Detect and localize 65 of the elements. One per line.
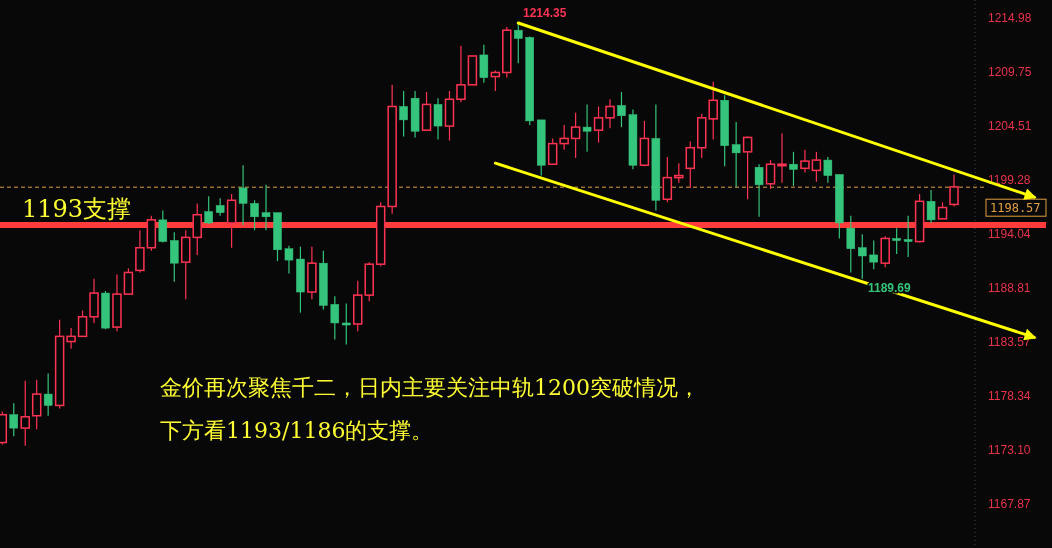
candlestick [617, 91, 626, 128]
candlestick [742, 135, 753, 200]
candlestick [342, 302, 351, 346]
y-tick-label: 1194.04 [988, 226, 1031, 241]
candlestick [892, 227, 901, 255]
candlestick [777, 132, 787, 184]
candlestick [605, 98, 615, 129]
annotation: 下方看1193/1186的支撑。 [160, 418, 434, 443]
candlestick [582, 103, 592, 153]
candlestick [261, 184, 271, 231]
candlestick [926, 189, 936, 224]
candlestick [789, 151, 798, 187]
candlestick [754, 163, 764, 218]
candlestick [284, 245, 294, 275]
annotation: 1214.35 [523, 6, 567, 20]
ref-line-label: 1198.57 [990, 201, 1041, 216]
candlestick [479, 44, 489, 84]
candlestick [135, 229, 145, 274]
candlestick [765, 159, 776, 190]
candlestick [330, 295, 340, 341]
candlestick [238, 164, 248, 226]
candlestick [226, 193, 237, 249]
candlestick [77, 310, 88, 338]
candlestick [731, 121, 741, 188]
candlestick [31, 379, 42, 430]
candlestick [903, 215, 913, 258]
y-tick-label: 1188.81 [988, 280, 1031, 295]
candlestick [399, 90, 408, 137]
candlestick [858, 233, 867, 280]
candlestick [662, 156, 673, 203]
candlestick [514, 23, 523, 64]
candlestick [170, 231, 179, 283]
y-tick-label: 1204.51 [988, 118, 1032, 133]
candlestick [593, 105, 604, 144]
candlestick [674, 162, 684, 184]
candlestick [708, 81, 718, 141]
candlestick [66, 327, 76, 350]
candlestick [20, 380, 30, 447]
candlestick [811, 151, 822, 183]
annotation: 金价再次聚焦千二，日内主要关注中轨1200突破情况， [160, 375, 700, 400]
ref-line-label: 1193支撑 [22, 195, 132, 224]
candlestick [570, 112, 581, 159]
candlestick [559, 124, 569, 151]
candlestick [433, 97, 443, 141]
candlestick [846, 215, 856, 274]
candlestick [547, 137, 558, 165]
candlestick [685, 140, 696, 189]
y-tick-label: 1214.98 [988, 11, 1032, 26]
candlestick [823, 156, 833, 184]
candlestick [158, 210, 168, 244]
candlestick [43, 372, 53, 417]
y-tick-label: 1199.28 [988, 172, 1031, 187]
candlestick [204, 195, 213, 225]
candlestick [949, 173, 959, 208]
candlestick [123, 267, 134, 295]
y-tick-label: 1167.87 [988, 496, 1031, 511]
candlestick [250, 199, 259, 231]
candlestick [869, 239, 878, 270]
candlestick [456, 45, 466, 103]
y-tick-label: 1178.34 [988, 388, 1031, 403]
candlestick [89, 278, 99, 324]
y-tick-label: 1173.10 [988, 442, 1031, 457]
y-tick-label: 1209.75 [988, 64, 1032, 79]
candlestick [800, 149, 810, 174]
candlestick [9, 402, 19, 437]
